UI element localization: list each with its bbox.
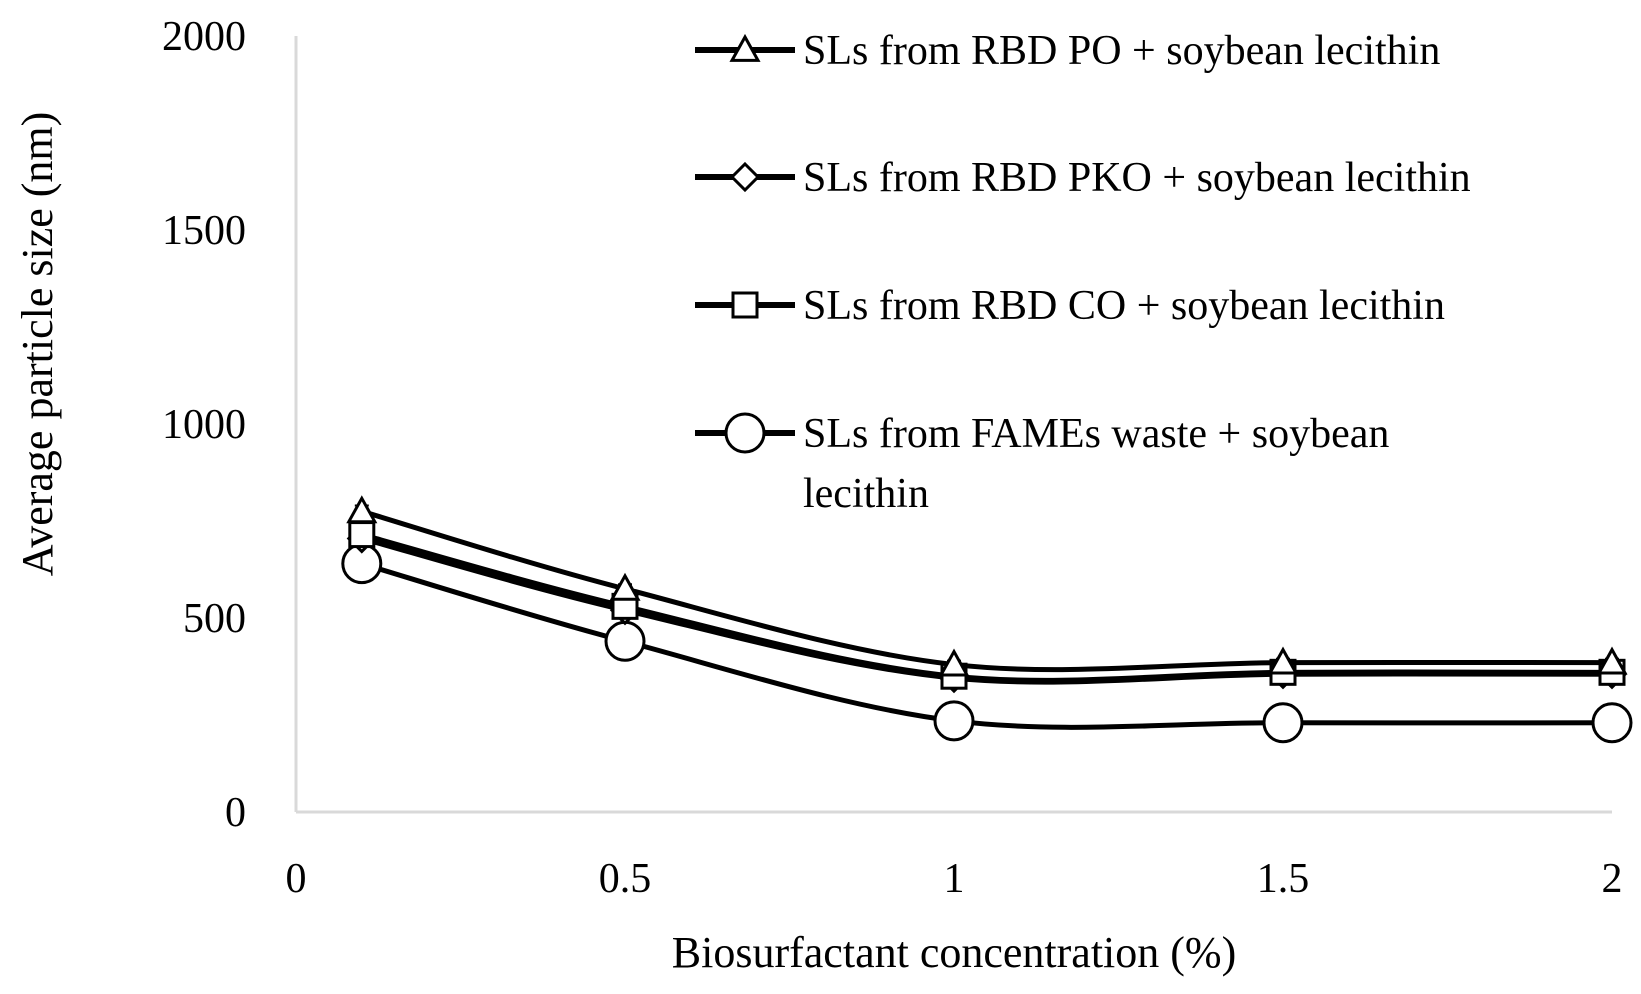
data-point-triangle xyxy=(346,495,378,524)
data-point-circle xyxy=(1591,702,1633,744)
legend: SLs from RBD PO + soybean lecithin SLs fr… xyxy=(695,28,1471,517)
legend-item: SLs from FAMEs waste + soybean lecithin xyxy=(695,411,1389,517)
legend-label-line: SLs from FAMEs waste + soybean xyxy=(803,411,1389,457)
legend-label-line: lecithin xyxy=(803,471,929,517)
legend-item: SLs from RBD PO + soybean lecithin xyxy=(695,28,1440,74)
series-circle xyxy=(341,543,1633,744)
series-layer xyxy=(341,495,1633,744)
series-triangle xyxy=(346,495,1628,677)
data-point-triangle xyxy=(938,648,970,677)
y-tick-label: 0 xyxy=(225,790,246,836)
y-tick-label: 500 xyxy=(183,596,246,642)
x-tick-label: 1 xyxy=(944,856,965,902)
legend-label: SLs from FAMEs waste + soybean lecithin xyxy=(803,411,1389,517)
x-axis-title: Biosurfactant concentration (%) xyxy=(672,928,1236,977)
x-tick-label: 0 xyxy=(286,856,307,902)
legend-label: SLs from RBD PO + soybean lecithin xyxy=(803,28,1440,74)
x-tick-labels: 0 0.5 1 1.5 2 xyxy=(286,856,1623,902)
data-point-circle xyxy=(933,700,975,742)
data-point-circle xyxy=(604,620,646,662)
axes xyxy=(294,36,1612,814)
x-tick-label: 1.5 xyxy=(1257,856,1310,902)
y-tick-labels: 0 500 1000 1500 2000 xyxy=(162,14,246,836)
data-point-circle xyxy=(1262,702,1304,744)
y-tick-label: 1000 xyxy=(162,402,246,448)
data-point-triangle xyxy=(1596,646,1628,675)
series-line xyxy=(361,532,1613,683)
x-tick-label: 0.5 xyxy=(599,856,652,902)
y-axis-title: Average particle size (nm) xyxy=(13,112,62,577)
y-tick-label: 2000 xyxy=(162,14,246,60)
legend-marker-square xyxy=(731,291,759,319)
data-point-triangle xyxy=(1267,646,1299,675)
legend-marker-triangle xyxy=(729,33,761,62)
data-point-triangle xyxy=(609,572,641,601)
legend-item: SLs from RBD CO + soybean lecithin xyxy=(695,283,1445,329)
legend-label: SLs from RBD PKO + soybean lecithin xyxy=(803,155,1471,201)
legend-label: SLs from RBD CO + soybean lecithin xyxy=(803,283,1445,329)
data-point-square xyxy=(348,521,376,549)
legend-marker-circle xyxy=(724,412,766,454)
y-tick-label: 1500 xyxy=(162,208,246,254)
legend-marker-diamond xyxy=(729,161,761,193)
x-tick-label: 2 xyxy=(1602,856,1623,902)
legend-item: SLs from RBD PKO + soybean lecithin xyxy=(695,155,1471,201)
